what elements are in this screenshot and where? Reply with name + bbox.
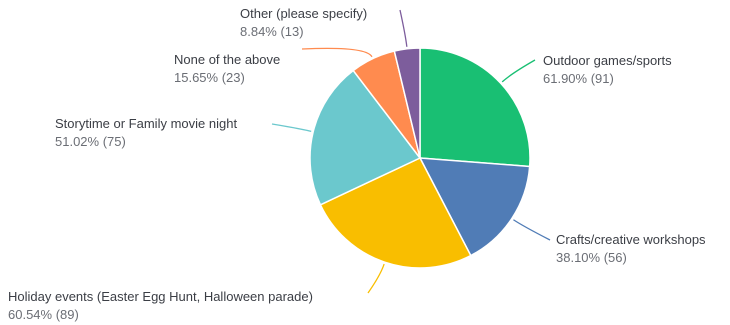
slice-value-crafts-creative-workshops: 38.10% (56) (556, 250, 627, 265)
pie-slice-holiday-events-easter-egg-hunt-halloween-parade[interactable] (319, 157, 472, 269)
pie-slice-storytime-or-family-movie-night[interactable] (309, 69, 422, 206)
leader-line-none-of-the-above (301, 47, 373, 58)
pie-slice-outdoor-games-sports[interactable] (419, 47, 531, 168)
slice-label-crafts-creative-workshops: Crafts/creative workshops (556, 232, 706, 247)
leader-line-holiday-events-easter-egg-hunt-halloween-parade (367, 263, 385, 294)
leader-line-storytime-or-family-movie-night (271, 123, 312, 133)
pie-slice-other-please-specify[interactable] (393, 47, 421, 159)
pie-slice-crafts-creative-workshops[interactable] (418, 157, 531, 257)
leader-line-other-please-specify (399, 9, 408, 47)
slice-value-outdoor-games-sports: 61.90% (91) (543, 71, 614, 86)
slice-value-none-of-the-above: 15.65% (23) (174, 70, 245, 85)
slice-label-storytime-or-family-movie-night: Storytime or Family movie night (55, 116, 237, 131)
slice-label-other-please-specify: Other (please specify) (240, 6, 367, 21)
slice-label-none-of-the-above: None of the above (174, 52, 280, 67)
slice-value-other-please-specify: 8.84% (13) (240, 24, 304, 39)
slice-label-outdoor-games-sports: Outdoor games/sports (543, 53, 672, 68)
slice-value-storytime-or-family-movie-night: 51.02% (75) (55, 134, 126, 149)
slice-value-holiday-events-easter-egg-hunt-halloween-parade: 60.54% (89) (8, 307, 79, 322)
leader-line-outdoor-games-sports (501, 59, 536, 83)
leader-line-crafts-creative-workshops (513, 219, 551, 241)
slice-label-holiday-events-easter-egg-hunt-halloween-parade: Holiday events (Easter Egg Hunt, Hallowe… (8, 289, 313, 304)
